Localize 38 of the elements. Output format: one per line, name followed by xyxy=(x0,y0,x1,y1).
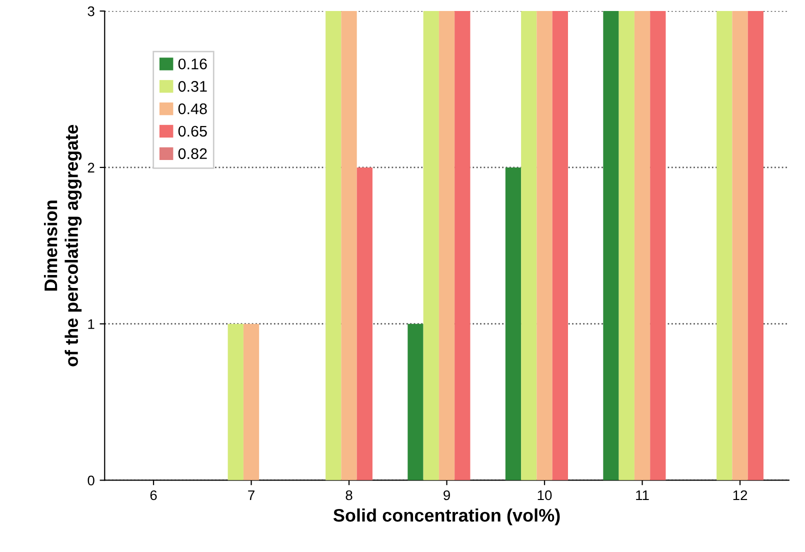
bar xyxy=(408,324,424,480)
bar xyxy=(603,11,619,480)
y-axis-title: Dimension of the percolating aggregate xyxy=(44,124,82,366)
bar xyxy=(326,11,342,480)
legend-label: 0.82 xyxy=(178,148,207,160)
y-tick-label: 0 xyxy=(88,476,94,486)
bar xyxy=(650,11,666,480)
bar xyxy=(438,11,455,480)
bar xyxy=(732,11,748,480)
x-tick-label: 6 xyxy=(150,490,157,500)
bar xyxy=(748,11,764,480)
legend-label: 0.16 xyxy=(178,58,207,70)
legend-label: 0.48 xyxy=(178,103,207,114)
bar xyxy=(521,11,537,480)
bar xyxy=(356,167,372,480)
x-tick-label: 12 xyxy=(733,490,748,500)
legend-label: 0.65 xyxy=(178,126,207,137)
bar xyxy=(228,324,244,480)
bar xyxy=(454,11,470,480)
bar xyxy=(536,11,552,480)
y-tick-label: 2 xyxy=(88,162,94,172)
x-axis-title: Solid concentration (vol%) xyxy=(333,508,560,526)
bar xyxy=(341,11,357,480)
y-tick-label: 1 xyxy=(88,319,94,329)
x-tick-label: 7 xyxy=(248,490,254,500)
x-tick-label: 8 xyxy=(346,490,352,500)
x-tick-label: 10 xyxy=(538,490,552,500)
bar xyxy=(552,11,568,480)
bar xyxy=(618,11,634,480)
legend-label: 0.31 xyxy=(178,80,207,92)
bar xyxy=(243,324,260,480)
bar xyxy=(634,11,650,480)
x-tick-label: 9 xyxy=(444,490,450,500)
bar xyxy=(716,11,732,480)
bar xyxy=(423,11,439,480)
bar xyxy=(505,167,522,480)
y-tick-label: 3 xyxy=(88,6,94,16)
x-tick-label: 11 xyxy=(636,490,649,500)
